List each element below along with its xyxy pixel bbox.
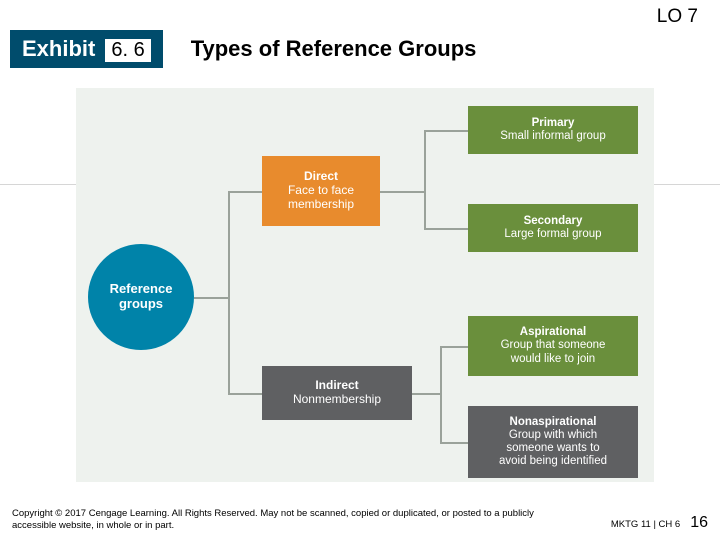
connector-segment [228,191,230,393]
level2-node-0: DirectFace to facemembership [262,156,380,226]
level3-node-3: NonaspirationalGroup with whichsomeone w… [468,406,638,478]
level3-node-1: SecondaryLarge formal group [468,204,638,252]
connector-segment [228,191,262,193]
connector-segment [424,130,426,228]
footer: Copyright © 2017 Cengage Learning. All R… [12,508,708,532]
level3-node-0: PrimarySmall informal group [468,106,638,154]
level2-node-1: IndirectNonmembership [262,366,412,420]
exhibit-tab: Exhibit 6. 6 [10,30,163,68]
footer-right: MKTG 11 | CH 6 16 [611,514,708,532]
page-title: Types of Reference Groups [191,36,477,62]
connector-segment [440,346,468,348]
connector-segment [194,297,228,299]
connector-segment [380,191,424,193]
connector-segment [440,346,442,442]
learning-objective-label: LO 7 [657,6,698,28]
connector-segment [424,228,468,230]
copyright-text: Copyright © 2017 Cengage Learning. All R… [12,508,542,532]
connector-segment [424,130,468,132]
footer-ref: MKTG 11 | CH 6 [611,519,680,530]
exhibit-number: 6. 6 [105,39,150,62]
connector-segment [440,442,468,444]
root-node: Referencegroups [88,244,194,350]
connector-segment [228,393,262,395]
exhibit-word: Exhibit [22,36,95,62]
diagram-area: Referencegroups DirectFace to facemembers… [76,88,654,482]
connector-segment [412,393,440,395]
header-row: Exhibit 6. 6 Types of Reference Groups [10,30,476,68]
page-number: 16 [690,514,708,532]
level3-node-2: AspirationalGroup that someonewould like… [468,316,638,376]
